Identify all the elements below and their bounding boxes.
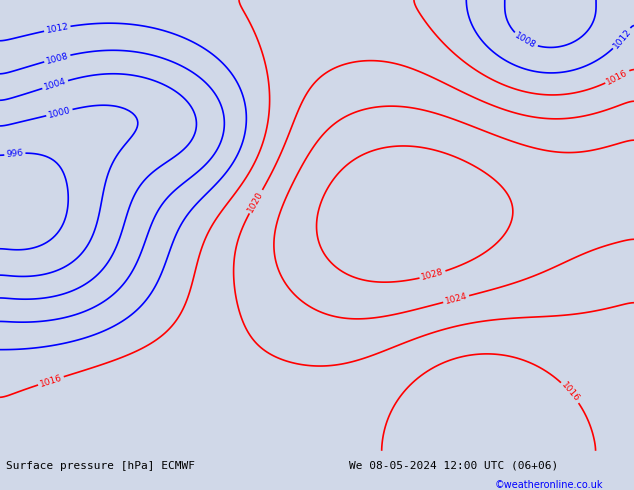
Text: 1012: 1012 xyxy=(611,27,633,50)
Text: We 08-05-2024 12:00 UTC (06+06): We 08-05-2024 12:00 UTC (06+06) xyxy=(349,461,558,470)
Text: 1016: 1016 xyxy=(605,68,630,86)
Text: 1008: 1008 xyxy=(513,31,538,50)
Text: 996: 996 xyxy=(6,148,24,159)
Text: 1000: 1000 xyxy=(47,105,72,120)
Text: 1016: 1016 xyxy=(559,381,581,404)
Text: 1020: 1020 xyxy=(247,190,266,214)
Text: 1016: 1016 xyxy=(39,373,63,389)
Text: 1008: 1008 xyxy=(45,51,70,66)
Text: Surface pressure [hPa] ECMWF: Surface pressure [hPa] ECMWF xyxy=(6,461,195,470)
Text: 1024: 1024 xyxy=(444,292,469,306)
Text: 1012: 1012 xyxy=(45,22,69,35)
Text: ©weatheronline.co.uk: ©weatheronline.co.uk xyxy=(495,480,603,490)
Text: 1004: 1004 xyxy=(43,77,67,92)
Text: 1028: 1028 xyxy=(420,268,445,282)
